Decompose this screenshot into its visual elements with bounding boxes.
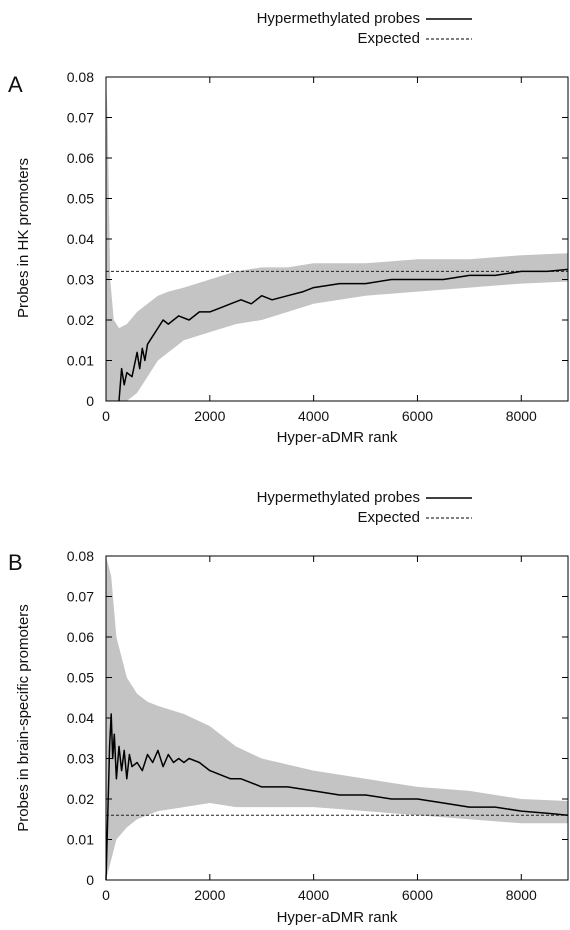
y-tick-label: 0.07 <box>67 589 94 605</box>
y-tick-label: 0.02 <box>67 312 94 328</box>
x-tick-label: 4000 <box>298 408 329 424</box>
y-tick-label: 0 <box>86 393 94 409</box>
panel-label: A <box>8 72 23 97</box>
x-axis-label: Hyper-aDMR rank <box>277 909 398 926</box>
y-tick-label: 0.05 <box>67 670 94 686</box>
y-tick-labels: 0 0.01 0.02 0.03 0.04 0.05 0.06 0.07 0.08 <box>67 69 94 409</box>
x-tick-label: 0 <box>102 408 110 424</box>
x-tick-label: 8000 <box>506 408 537 424</box>
x-tick-label: 0 <box>102 887 110 903</box>
legend-label-series: Hypermethylated probes <box>257 489 420 506</box>
panel-a: A Hypermethylated probes Expected 0 2000 4… <box>8 10 569 446</box>
y-tick-label: 0.06 <box>67 150 94 166</box>
legend: Hypermethylated probes Expected <box>257 10 472 47</box>
confidence-band <box>106 77 568 401</box>
panel-label: B <box>8 550 23 575</box>
x-tick-label: 6000 <box>402 408 433 424</box>
y-tick-label: 0.01 <box>67 832 94 848</box>
y-tick-label: 0 <box>86 872 94 888</box>
plot-marks <box>105 555 569 881</box>
y-tick-label: 0.04 <box>67 231 94 247</box>
panel-b: B Hypermethylated probes Expected 0 2000 4… <box>8 489 569 926</box>
y-tick-label: 0.01 <box>67 353 94 369</box>
y-tick-label: 0.03 <box>67 272 94 288</box>
x-tick-labels: 0 2000 4000 6000 8000 <box>102 408 537 424</box>
y-tick-label: 0.08 <box>67 548 94 564</box>
plot-frame <box>105 76 569 402</box>
y-tick-label: 0.05 <box>67 191 94 207</box>
x-tick-label: 2000 <box>194 408 225 424</box>
legend: Hypermethylated probes Expected <box>257 489 472 526</box>
confidence-band <box>106 556 568 880</box>
y-tick-label: 0.08 <box>67 69 94 85</box>
y-tick-labels: 0 0.01 0.02 0.03 0.04 0.05 0.06 0.07 0.08 <box>67 548 94 888</box>
x-axis-label: Hyper-aDMR rank <box>277 429 398 446</box>
y-tick-label: 0.06 <box>67 629 94 645</box>
x-tick-labels: 0 2000 4000 6000 8000 <box>102 887 537 903</box>
x-tick-label: 4000 <box>298 887 329 903</box>
y-tick-label: 0.02 <box>67 791 94 807</box>
y-axis-label: Probes in brain-specific promoters <box>15 604 32 832</box>
y-tick-label: 0.04 <box>67 710 94 726</box>
legend-label-expected: Expected <box>357 30 420 47</box>
legend-label-expected: Expected <box>357 509 420 526</box>
legend-label-series: Hypermethylated probes <box>257 10 420 27</box>
x-tick-label: 8000 <box>506 887 537 903</box>
y-tick-label: 0.03 <box>67 751 94 767</box>
series-line-hypermethylated <box>118 268 569 402</box>
series-line-hypermethylated <box>105 713 569 881</box>
plot-marks <box>105 76 569 402</box>
y-tick-label: 0.07 <box>67 110 94 126</box>
x-tick-label: 2000 <box>194 887 225 903</box>
y-axis-label: Probes in HK promoters <box>15 158 32 318</box>
x-tick-label: 6000 <box>402 887 433 903</box>
